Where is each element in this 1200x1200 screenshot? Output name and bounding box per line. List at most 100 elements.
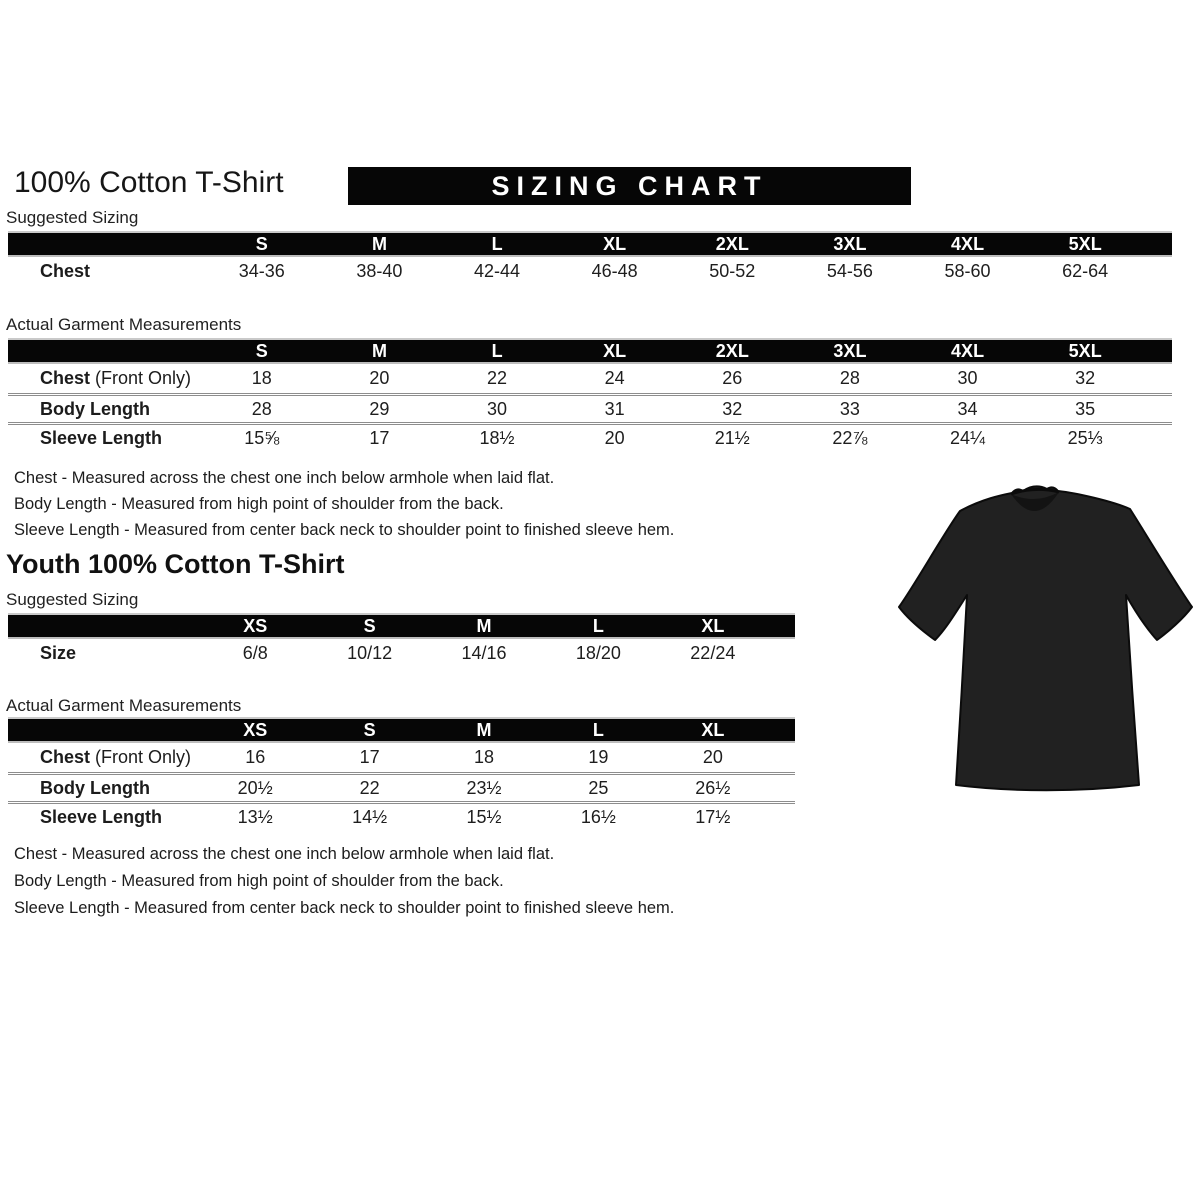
table-cell: 18½ <box>479 427 515 448</box>
table-row: Sleeve Length 13½ 14½ 15½ 16½ 17½ <box>8 801 795 830</box>
sizing-chart-banner-label: SIZING CHART <box>491 170 768 201</box>
table-cell: 20 <box>369 368 390 388</box>
table-cell: 17½ <box>695 806 731 827</box>
table-cell: 14½ <box>352 806 388 827</box>
table-header-row: XS S M L XL <box>8 613 795 639</box>
size-header: S <box>255 340 268 361</box>
size-header: L <box>491 233 503 254</box>
table-header-row: S M L XL 2XL 3XL 4XL 5XL <box>8 231 1172 257</box>
size-header: 5XL <box>1068 340 1102 361</box>
table-cell: 17 <box>359 747 380 767</box>
table-cell: 25⅓ <box>1067 427 1103 448</box>
table-row: Sleeve Length 15⅝ 17 18½ 20 21½ 22⅞ 24¼ … <box>8 422 1172 451</box>
table-cell: 35 <box>1075 398 1096 419</box>
size-header: XL <box>701 719 725 740</box>
table-cell: 29 <box>369 398 390 419</box>
table-cell: 16 <box>245 747 266 767</box>
adult-suggested-sizing-table: S M L XL 2XL 3XL 4XL 5XL Chest 34-36 38-… <box>8 231 1172 286</box>
size-header: 2XL <box>715 233 749 254</box>
table-cell: 18 <box>251 368 272 388</box>
youth-suggested-sizing-label: Suggested Sizing <box>6 590 139 609</box>
table-cell: 20½ <box>237 777 273 798</box>
table-cell: 50-52 <box>709 261 756 281</box>
size-header: S <box>363 719 376 740</box>
row-label: Chest (Front Only) <box>40 747 192 767</box>
table-cell: 31 <box>604 398 625 419</box>
table-cell: 25 <box>588 777 609 798</box>
table-cell: 34-36 <box>238 261 285 281</box>
row-label: Chest (Front Only) <box>40 368 192 388</box>
adult-measurements-table: S M L XL 2XL 3XL 4XL 5XL Chest (Front On… <box>8 338 1172 451</box>
tshirt-collar-edge <box>1010 487 1060 496</box>
table-cell: 62-64 <box>1062 261 1109 281</box>
table-cell: 19 <box>588 747 609 767</box>
table-cell: 22⅞ <box>832 427 868 448</box>
size-header: XL <box>603 340 627 361</box>
size-header: XL <box>701 615 725 636</box>
row-label: Sleeve Length <box>40 806 163 827</box>
table-cell: 24 <box>604 368 625 388</box>
table-cell: 33 <box>839 398 860 419</box>
note-line: Body Length - Measured from high point o… <box>14 495 504 513</box>
table-header-row: XS S M L XL <box>8 717 795 743</box>
size-header: L <box>491 340 503 361</box>
table-cell: 22 <box>359 777 380 798</box>
note-line: Sleeve Length - Measured from center bac… <box>14 521 675 539</box>
size-header: L <box>592 615 604 636</box>
size-header: 3XL <box>833 340 867 361</box>
table-row: Size 6/8 10/12 14/16 18/20 22/24 <box>8 639 795 668</box>
size-header: M <box>476 719 492 740</box>
note-line: Chest - Measured across the chest one in… <box>14 469 555 487</box>
table-cell: 58-60 <box>944 261 991 281</box>
size-header: 4XL <box>951 233 985 254</box>
table-cell: 26 <box>722 368 743 388</box>
size-header: S <box>255 233 268 254</box>
size-header: XS <box>243 719 268 740</box>
size-header: 4XL <box>951 340 985 361</box>
table-cell: 14/16 <box>461 643 507 663</box>
adult-measurements-label: Actual Garment Measurements <box>6 315 242 334</box>
table-cell: 20 <box>702 747 723 767</box>
size-header: XL <box>603 233 627 254</box>
youth-suggested-sizing-table: XS S M L XL Size 6/8 10/12 14/16 18/20 2… <box>8 613 795 668</box>
table-row: Body Length 28 29 30 31 32 33 34 35 <box>8 393 1172 422</box>
size-header: 5XL <box>1068 233 1102 254</box>
table-row: Chest 34-36 38-40 42-44 46-48 50-52 54-5… <box>8 257 1172 286</box>
size-header: M <box>476 615 492 636</box>
adult-measurement-notes: Chest - Measured across the chest one in… <box>14 465 674 543</box>
youth-measurements-table: XS S M L XL Chest (Front Only) 16 17 18 … <box>8 717 795 830</box>
row-label: Body Length <box>40 398 150 419</box>
table-cell: 20 <box>604 427 625 448</box>
table-cell: 34 <box>957 398 978 419</box>
youth-section-title: Youth 100% Cotton T-Shirt <box>6 549 345 579</box>
row-label: Size <box>40 643 77 663</box>
table-cell: 6/8 <box>242 643 268 663</box>
table-cell: 30 <box>487 398 508 419</box>
note-line: Sleeve Length - Measured from center bac… <box>14 899 675 917</box>
size-header: M <box>371 233 387 254</box>
youth-measurement-notes: Chest - Measured across the chest one in… <box>14 841 674 922</box>
table-cell: 38-40 <box>356 261 403 281</box>
table-cell: 15½ <box>466 806 502 827</box>
size-header: M <box>371 340 387 361</box>
row-label: Chest <box>40 261 91 281</box>
size-header: 2XL <box>715 340 749 361</box>
black-tshirt-image <box>898 485 1193 792</box>
note-line: Chest - Measured across the chest one in… <box>14 845 555 863</box>
size-header: XS <box>243 615 268 636</box>
table-cell: 10/12 <box>347 643 393 663</box>
table-cell: 21½ <box>714 427 750 448</box>
table-row: Body Length 20½ 22 23½ 25 26½ <box>8 772 795 801</box>
table-cell: 28 <box>251 398 272 419</box>
table-cell: 42-44 <box>474 261 521 281</box>
table-row: Chest (Front Only) 18 20 22 24 26 28 30 … <box>8 364 1172 393</box>
note-line: Body Length - Measured from high point o… <box>14 872 504 890</box>
table-cell: 22 <box>487 368 508 388</box>
youth-measurements-label: Actual Garment Measurements <box>6 696 242 715</box>
table-cell: 22/24 <box>690 643 736 663</box>
size-header: L <box>592 719 604 740</box>
page-title: 100% Cotton T-Shirt <box>14 166 284 199</box>
table-cell: 46-48 <box>591 261 638 281</box>
table-cell: 17 <box>369 427 390 448</box>
